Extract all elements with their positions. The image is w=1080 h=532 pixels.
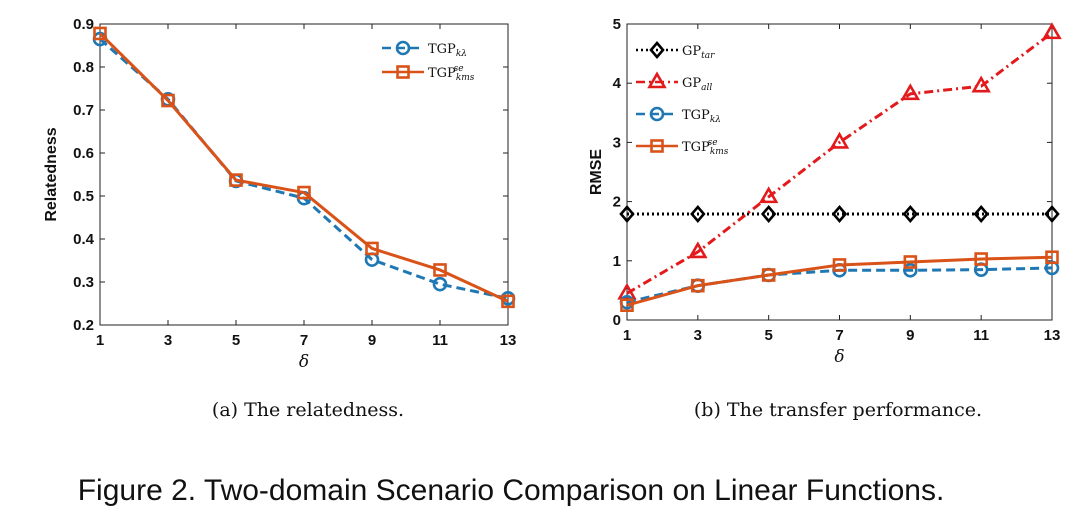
x-tick-label: 1 [96, 332, 104, 349]
chart-relatedness: 0.20.30.40.50.60.70.80.91 3 5 7 9 11 13δRelate… [43, 16, 516, 372]
data-point-tgp-1 [161, 93, 175, 108]
legend-marker [650, 139, 664, 153]
data-point-gp-1 [829, 131, 850, 149]
y-axis-label: RMSE [588, 149, 605, 196]
legend-marker [396, 65, 410, 79]
y-tick-label: 0.7 [73, 102, 94, 119]
data-point-gp-1 [1042, 22, 1062, 40]
data-point-tgp-1 [297, 185, 311, 200]
data-point-gp-0 [973, 205, 989, 224]
y-tick-label: 1 [613, 253, 621, 270]
data-point-gp-1 [688, 241, 708, 259]
x-tick-label: 7 [835, 327, 843, 344]
data-point-tgp-3 [903, 255, 918, 269]
figure-caption: Figure 2. Two-domain Scenario Comparison… [78, 474, 945, 507]
y-tick-label: 0.4 [73, 231, 95, 248]
y-tick-label: 0.8 [73, 59, 94, 76]
data-point-tgp-3 [691, 278, 705, 293]
x-tick-label: 3 [164, 332, 172, 349]
y-tick-label: 3 [613, 134, 621, 151]
legend-marker [395, 40, 411, 56]
y-tick-label: 0.3 [73, 274, 94, 291]
series-line-gp-1 [626, 31, 1053, 295]
x-axis-label: δ [299, 352, 309, 372]
x-axis-label: δ [834, 347, 844, 367]
data-point-tgp-1 [433, 263, 447, 277]
legend-marker [649, 41, 665, 59]
legend-label: TGPkms [428, 66, 475, 83]
data-point-tgp-2 [903, 262, 918, 278]
y-axis-label: Relatedness [43, 127, 60, 221]
legend-marker [649, 106, 665, 122]
data-point-tgp-1 [501, 294, 515, 309]
data-point-tgp-3 [620, 298, 634, 313]
x-tick-label: 13 [500, 332, 517, 349]
series-line-tgp-3 [626, 255, 1053, 307]
y-tick-label: 4 [613, 75, 622, 92]
legend-label: GPall [682, 76, 712, 93]
x-tick-label: 1 [623, 327, 631, 344]
legend-label: TGPkλ [682, 108, 721, 125]
x-tick-label: 5 [764, 327, 772, 344]
y-tick-label: 5 [613, 16, 621, 33]
x-tick-label: 9 [906, 327, 914, 344]
legend-label: TGPkms [682, 140, 729, 157]
y-tick-label: 0 [613, 312, 621, 329]
data-point-tgp-1 [229, 173, 243, 187]
caption-b: (b) The transfer performance. [694, 399, 982, 421]
legend-label-sup: se [708, 138, 718, 148]
data-point-tgp-3 [832, 258, 847, 272]
x-tick-label: 13 [1044, 327, 1061, 344]
data-point-gp-1 [900, 83, 921, 101]
data-point-tgp-1 [365, 241, 379, 256]
legend-label-sup: se [454, 64, 464, 74]
data-point-tgp-3 [761, 268, 776, 282]
data-point-gp-0 [902, 205, 919, 224]
data-point-gp-0 [690, 205, 706, 224]
legend-label: GPtar [682, 44, 715, 61]
y-tick-label: 0.6 [73, 145, 94, 162]
y-tick-label: 2 [613, 194, 621, 211]
x-tick-label: 9 [368, 332, 376, 349]
y-tick-label: 0.9 [73, 16, 94, 33]
x-tick-label: 7 [300, 332, 308, 349]
data-point-gp-0 [831, 205, 848, 224]
data-point-gp-0 [619, 205, 635, 224]
data-point-gp-1 [971, 75, 991, 93]
data-point-tgp-3 [974, 252, 988, 266]
data-point-tgp-3 [1045, 250, 1059, 265]
x-tick-label: 11 [432, 332, 448, 349]
y-tick-label: 0.2 [73, 317, 94, 334]
x-tick-label: 3 [694, 327, 702, 344]
series-line-tgp-1 [98, 32, 509, 303]
data-point-gp-0 [760, 205, 777, 224]
x-tick-label: 5 [232, 332, 240, 349]
data-point-tgp-1 [93, 26, 107, 41]
caption-a: (a) The relatedness. [212, 399, 404, 421]
legend-marker [647, 71, 667, 89]
x-tick-label: 11 [973, 327, 989, 344]
data-point-gp-1 [617, 282, 637, 300]
data-point-gp-0 [1044, 205, 1060, 224]
y-tick-label: 0.5 [73, 188, 94, 205]
data-point-gp-1 [758, 186, 779, 204]
legend-label: TGPkλ [428, 42, 467, 59]
data-point-tgp-0 [432, 276, 448, 292]
